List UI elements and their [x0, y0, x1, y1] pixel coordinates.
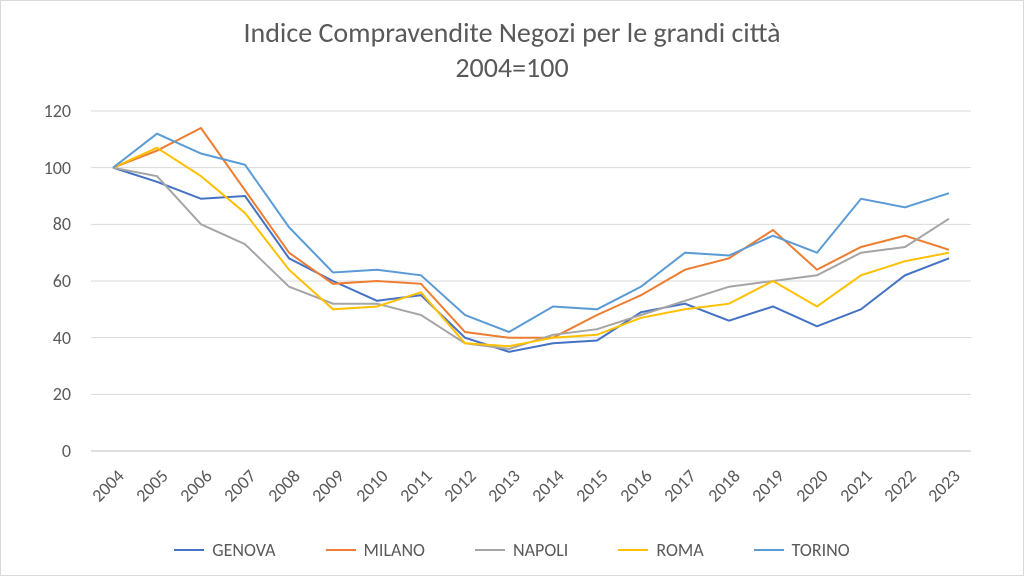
legend-item-napoli: NAPOLI	[475, 539, 568, 561]
x-tick-label: 2015	[571, 465, 612, 506]
x-tick-label: 2023	[923, 465, 964, 506]
legend-item-genova: GENOVA	[174, 539, 275, 561]
chart-container: Indice Compravendite Negozi per le grand…	[0, 0, 1024, 576]
series-line-napoli	[113, 168, 949, 349]
x-tick-label: 2007	[219, 465, 260, 506]
legend-swatch	[618, 549, 648, 551]
y-tick-label: 80	[53, 213, 71, 235]
gridlines	[91, 111, 971, 451]
x-tick-label: 2018	[703, 465, 744, 506]
legend-label: MILANO	[364, 539, 425, 561]
y-tick-label: 0	[62, 440, 71, 462]
x-tick-label: 2016	[615, 465, 656, 506]
x-tick-label: 2022	[879, 465, 920, 506]
x-tick-label: 2020	[791, 465, 832, 506]
legend-label: ROMA	[656, 539, 703, 561]
legend-item-roma: ROMA	[618, 539, 703, 561]
x-tick-label: 2004	[87, 465, 128, 506]
legend-swatch	[326, 549, 356, 551]
series-line-roma	[113, 148, 949, 346]
legend-label: TORINO	[792, 539, 850, 561]
y-tick-label: 20	[53, 383, 71, 405]
x-tick-label: 2009	[307, 465, 348, 506]
plot-area	[91, 111, 971, 451]
y-tick-label: 60	[53, 270, 71, 292]
x-tick-label: 2011	[395, 465, 436, 506]
y-tick-label: 100	[44, 157, 71, 179]
legend-label: GENOVA	[212, 539, 275, 561]
legend: GENOVA MILANO NAPOLI ROMA TORINO	[1, 539, 1023, 561]
x-tick-label: 2013	[483, 465, 524, 506]
chart-title: Indice Compravendite Negozi per le grand…	[1, 15, 1023, 85]
legend-swatch	[174, 549, 204, 551]
x-axis: 2004200520062007200820092010201120122013…	[91, 461, 971, 521]
x-tick-label: 2012	[439, 465, 480, 506]
legend-item-torino: TORINO	[754, 539, 850, 561]
x-tick-label: 2017	[659, 465, 700, 506]
legend-swatch	[754, 549, 784, 551]
x-tick-label: 2005	[131, 465, 172, 506]
series-line-genova	[113, 168, 949, 352]
series-lines	[113, 128, 949, 352]
legend-label: NAPOLI	[513, 539, 568, 561]
x-tick-label: 2019	[747, 465, 788, 506]
y-tick-label: 120	[44, 100, 71, 122]
series-line-milano	[113, 128, 949, 338]
chart-title-line1: Indice Compravendite Negozi per le grand…	[243, 15, 780, 50]
y-tick-label: 40	[53, 327, 71, 349]
chart-title-line2: 2004=100	[455, 50, 568, 85]
x-tick-label: 2014	[527, 465, 568, 506]
x-tick-label: 2008	[263, 465, 304, 506]
chart-svg	[91, 111, 971, 451]
x-tick-label: 2021	[835, 465, 876, 506]
y-axis: 020406080100120	[1, 111, 81, 451]
legend-item-milano: MILANO	[326, 539, 425, 561]
x-tick-label: 2010	[351, 465, 392, 506]
legend-swatch	[475, 549, 505, 551]
x-tick-label: 2006	[175, 465, 216, 506]
